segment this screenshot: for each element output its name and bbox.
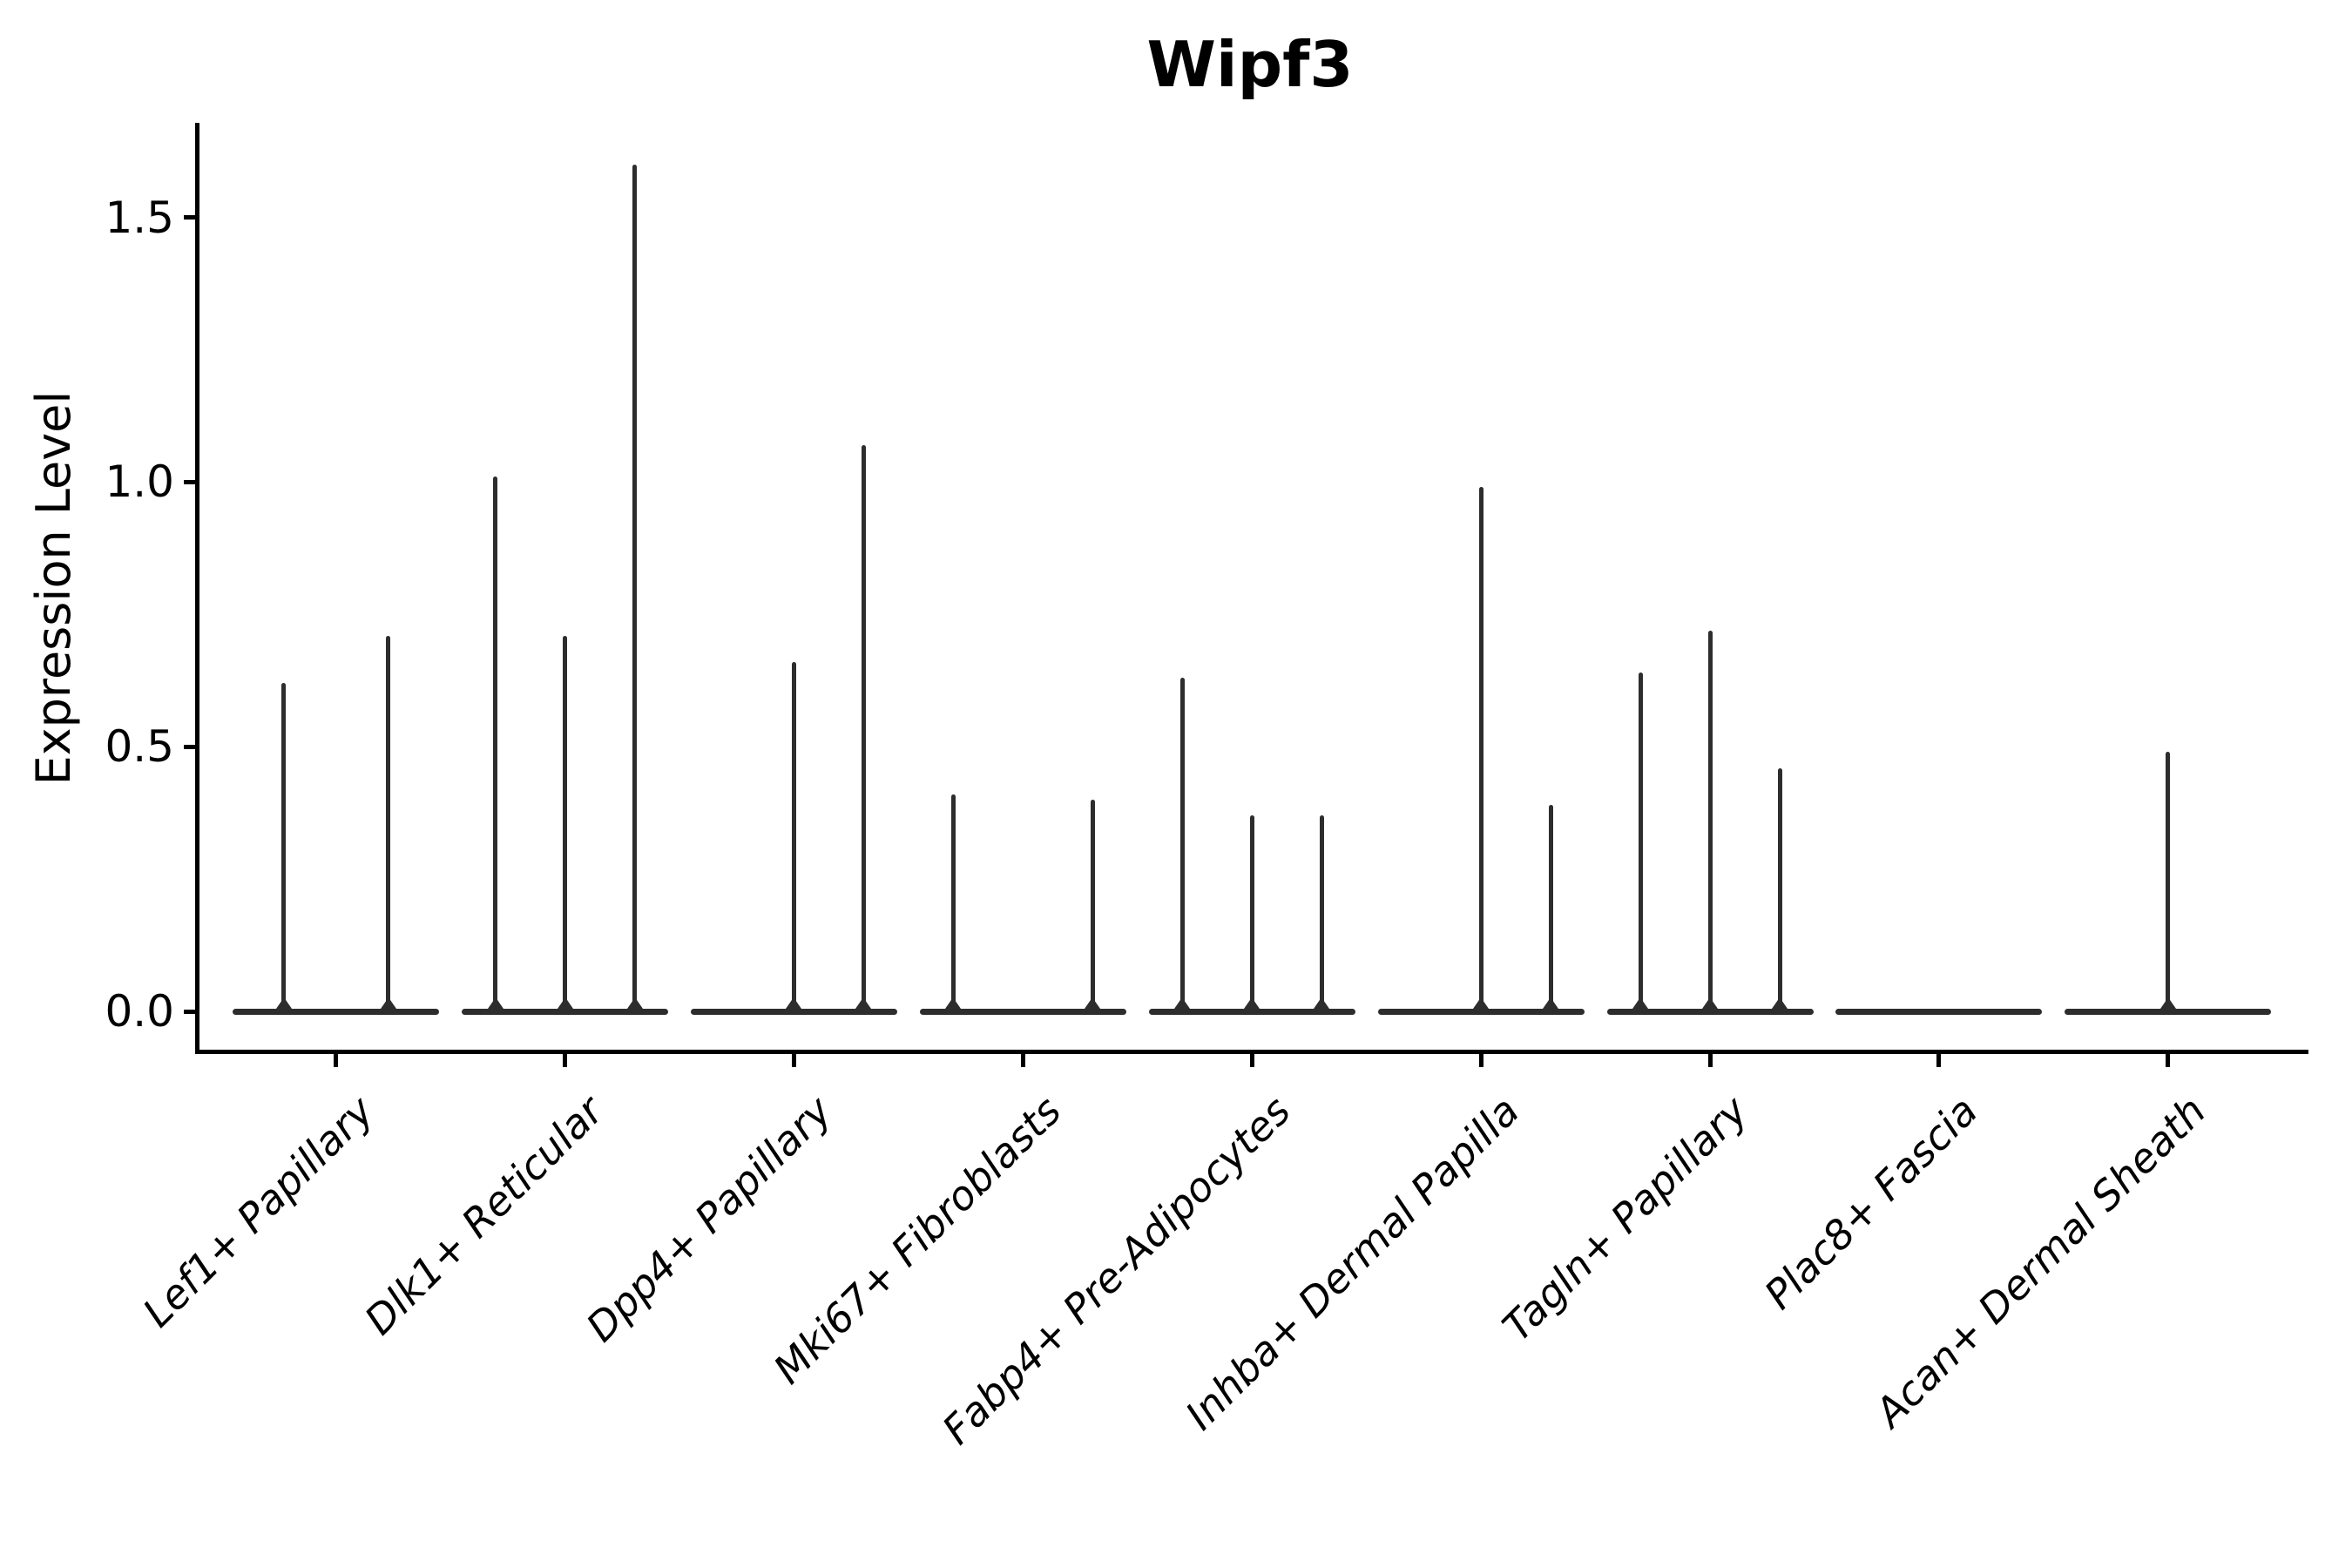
violin-spike-flare	[1772, 997, 1788, 1009]
y-tick	[184, 479, 195, 484]
violin-spike-flare	[275, 997, 292, 1009]
violin-spike	[281, 683, 287, 1011]
violin-spike-flare	[1473, 997, 1490, 1009]
violin-baseline	[1835, 1008, 2043, 1015]
violin-baseline	[919, 1008, 1126, 1015]
violin-spike-flare	[1314, 997, 1330, 1009]
y-tick-label: 1.0	[105, 456, 174, 508]
violin-spike-flare	[626, 997, 643, 1009]
violin-spike-flare	[380, 997, 396, 1009]
violin-spike-flare	[2159, 997, 2176, 1009]
y-tick	[184, 744, 195, 749]
violin-baseline	[1606, 1008, 1814, 1015]
violin-baseline	[1377, 1008, 1585, 1015]
violin-spike	[2166, 752, 2171, 1011]
x-axis-spine	[195, 1050, 2308, 1054]
x-tick	[563, 1054, 567, 1067]
violin-baseline	[2065, 1008, 2272, 1015]
x-tick-label: Lef1+ Papillary	[133, 1086, 383, 1336]
x-tick-label: Plac8+ Fascia	[1754, 1086, 1986, 1319]
x-tick	[1020, 1054, 1025, 1067]
violin-spike-flare	[1085, 997, 1101, 1009]
x-tick	[2166, 1054, 2171, 1067]
violin-spike	[1478, 487, 1484, 1011]
chart-title: Wipf3	[1146, 28, 1354, 101]
violin-baseline	[1148, 1008, 1355, 1015]
x-tick	[1478, 1054, 1484, 1067]
violin-spike	[950, 794, 956, 1011]
violin-spike	[1090, 799, 1095, 1011]
violin-spike	[1638, 672, 1643, 1011]
x-tick	[791, 1054, 796, 1067]
violin-baseline	[462, 1008, 668, 1015]
x-tick-label: Tagln+ Papillary	[1493, 1086, 1758, 1351]
violin-spike	[386, 635, 391, 1011]
x-tick	[1936, 1054, 1942, 1067]
violin-spike	[1707, 630, 1713, 1011]
violin-spike	[1548, 805, 1553, 1011]
violin-spike-flare	[1702, 997, 1718, 1009]
violin-baseline	[233, 1008, 440, 1015]
violin-spike	[1179, 678, 1185, 1011]
violin-spike-flare	[1244, 997, 1260, 1009]
y-tick	[184, 1009, 195, 1014]
x-tick	[1707, 1054, 1713, 1067]
violin-spike-flare	[1543, 997, 1559, 1009]
y-tick-label: 1.5	[105, 192, 174, 243]
violin-spike	[1319, 815, 1324, 1011]
violin-spike-flare	[487, 997, 504, 1009]
violin-spike	[861, 444, 866, 1011]
violin-spike	[493, 476, 497, 1011]
x-tick	[334, 1054, 339, 1067]
violin-spike-flare	[1174, 997, 1191, 1009]
violin-spike-flare	[855, 997, 872, 1009]
violin-spike-flare	[945, 997, 962, 1009]
x-tick-label: Dpp4+ Papillary	[577, 1086, 841, 1351]
x-tick-label: Dlk1+ Reticular	[355, 1086, 612, 1344]
violin-spike-flare	[557, 997, 573, 1009]
y-axis-spine	[195, 123, 199, 1054]
violin-baseline	[690, 1008, 897, 1015]
violin-spike	[632, 164, 637, 1011]
violin-spike-flare	[1632, 997, 1648, 1009]
violin-spike	[791, 661, 796, 1011]
x-tick	[1249, 1054, 1254, 1067]
y-tick	[184, 215, 195, 220]
violin-spike	[1249, 815, 1254, 1011]
violin-spike-flare	[786, 997, 802, 1009]
violin-spike	[1777, 767, 1782, 1011]
y-tick-label: 0.0	[105, 986, 174, 1037]
violin-spike	[563, 635, 567, 1011]
y-tick-label: 0.5	[105, 721, 174, 773]
